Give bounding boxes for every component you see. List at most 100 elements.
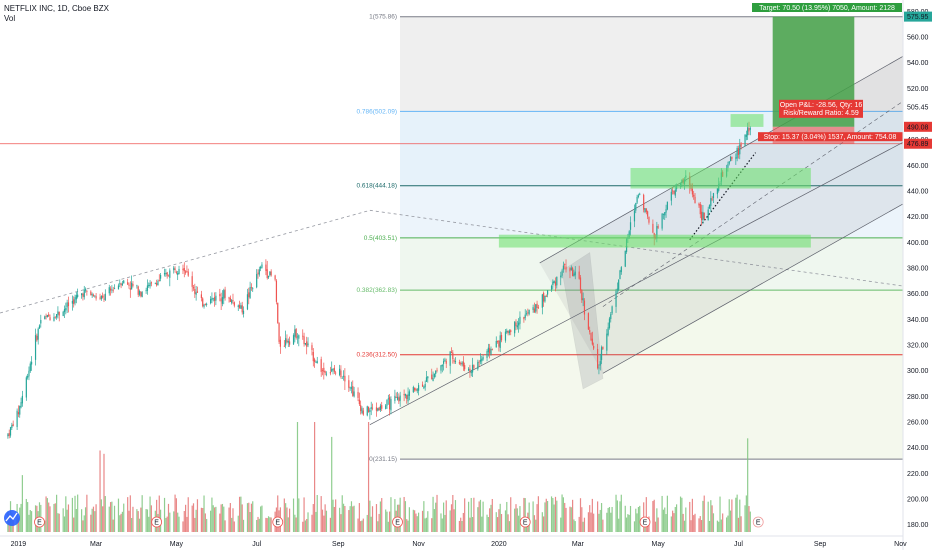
price-tick-label: 540.00 <box>907 60 929 67</box>
volume-bar <box>533 515 536 532</box>
candle <box>182 268 184 271</box>
candle <box>390 399 392 411</box>
volume-bar <box>238 496 241 532</box>
candle <box>212 298 214 300</box>
volume-bar <box>349 506 351 532</box>
candle <box>407 394 409 402</box>
volume-bar <box>433 509 435 532</box>
candle <box>138 291 141 295</box>
volume-bar <box>600 503 603 532</box>
volume-bar <box>341 495 343 532</box>
volume-bar <box>415 513 417 532</box>
candle <box>211 297 213 301</box>
candle <box>396 396 399 400</box>
volume-bar <box>132 506 134 532</box>
price-marker-label: 476.89 <box>907 141 929 148</box>
volume-bar <box>468 501 470 532</box>
volume-bar <box>740 516 742 532</box>
candle <box>108 287 110 294</box>
volume-bar <box>573 519 575 532</box>
candle <box>491 349 493 351</box>
candle <box>366 406 368 416</box>
volume-bar <box>572 499 574 532</box>
volume-bar <box>323 515 325 532</box>
volume-bar <box>471 517 474 532</box>
candle <box>352 386 354 396</box>
volume-bar <box>204 513 206 532</box>
volume-bar <box>233 521 235 532</box>
candle <box>146 285 149 291</box>
candle <box>487 347 489 353</box>
volume-bar <box>390 497 392 532</box>
candle <box>711 198 713 200</box>
candle <box>562 265 564 270</box>
price-tick-label: 460.00 <box>907 163 929 170</box>
volume-bar <box>479 499 482 532</box>
volume-bar <box>519 506 521 532</box>
volume-bar <box>335 499 337 532</box>
candle <box>636 196 638 203</box>
volume-bar <box>747 438 749 532</box>
candle <box>414 387 416 391</box>
candle <box>544 295 546 302</box>
volume-bar <box>65 496 67 532</box>
candle <box>294 329 296 337</box>
candle <box>518 322 520 326</box>
candle <box>528 309 530 315</box>
candle <box>666 201 668 210</box>
candle <box>535 304 537 312</box>
candle <box>92 294 95 297</box>
candle <box>248 292 250 298</box>
volume-bar <box>95 504 97 532</box>
candle <box>341 377 343 379</box>
candle <box>702 212 704 221</box>
earnings-marker-icon <box>392 516 403 528</box>
volume-bar <box>699 516 701 532</box>
candle <box>149 282 151 287</box>
volume-bar <box>213 507 216 532</box>
volume-bar <box>628 514 630 532</box>
earnings-marker-icon <box>752 516 764 528</box>
candle <box>136 285 138 287</box>
volume-bar <box>720 519 722 532</box>
volume-bar <box>386 511 388 532</box>
volume-bar <box>710 500 712 532</box>
time-tick-label: Sep <box>814 541 827 548</box>
volume-bar <box>453 509 455 532</box>
candle <box>691 188 693 195</box>
candle <box>564 264 566 265</box>
candle <box>747 127 749 136</box>
volume-bar <box>325 510 328 532</box>
candle <box>28 370 30 377</box>
volume-bar <box>653 499 655 532</box>
volume-bar <box>394 499 396 532</box>
candle <box>421 384 424 387</box>
candle <box>602 346 604 350</box>
price-tick-label: 360.00 <box>907 291 929 298</box>
volume-bar <box>56 494 58 532</box>
candle <box>353 391 355 397</box>
candle <box>340 370 342 378</box>
candle <box>693 194 695 197</box>
candle <box>27 376 29 378</box>
volume-bar <box>412 509 414 532</box>
candle <box>158 280 160 281</box>
price-tick-label: 240.00 <box>907 445 929 452</box>
candle <box>288 341 291 345</box>
candle <box>610 314 612 320</box>
candle <box>648 216 650 223</box>
volume-bar <box>166 516 168 532</box>
volume-bar <box>342 503 345 532</box>
candle <box>701 211 703 221</box>
volume-bar <box>403 496 405 532</box>
volume-bar <box>315 511 317 532</box>
fib-level-label: 0(231.15) <box>369 456 397 463</box>
candle <box>233 302 235 306</box>
volume-bar <box>194 517 196 532</box>
volume-bar <box>450 504 453 532</box>
volume-bar <box>20 503 22 532</box>
candle <box>519 316 521 324</box>
volume-bar <box>579 498 582 532</box>
volume-bar <box>727 515 729 532</box>
